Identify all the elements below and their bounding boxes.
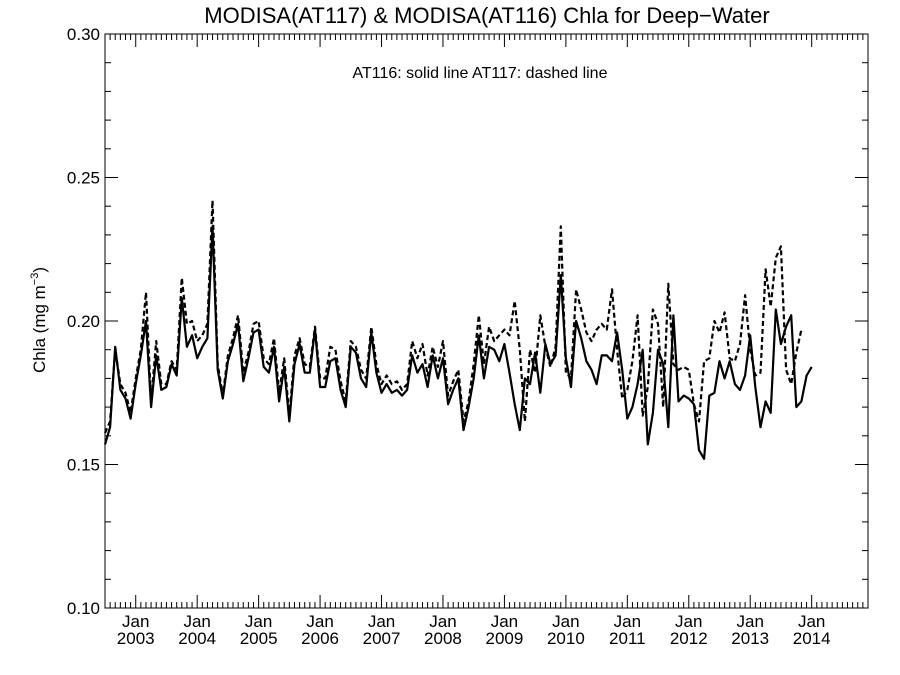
y-tick-label: 0.10 xyxy=(67,599,100,618)
x-tick-label-month: Jan xyxy=(245,612,272,631)
x-tick-label-month: Jan xyxy=(122,612,149,631)
x-tick-label-year: 2007 xyxy=(363,629,401,648)
x-tick-label-year: 2005 xyxy=(240,629,278,648)
x-tick-label-month: Jan xyxy=(614,612,641,631)
x-tick-label-year: 2009 xyxy=(486,629,524,648)
y-tick-label: 0.20 xyxy=(67,312,100,331)
x-tick-label-month: Jan xyxy=(368,612,395,631)
y-axis-label: Chla (mg m−3) xyxy=(29,267,49,373)
x-tick-label-year: 2004 xyxy=(178,629,216,648)
y-axis-label-close: ) xyxy=(30,267,49,273)
x-tick-label-month: Jan xyxy=(429,612,456,631)
y-axis-label-superscript: −3 xyxy=(29,273,41,286)
x-tick-label-year: 2013 xyxy=(731,629,769,648)
plot-frame xyxy=(104,33,869,609)
x-tick-label-year: 2003 xyxy=(117,629,155,648)
line-style-annotation: AT116: solid line AT117: dashed line xyxy=(353,65,608,82)
x-tick-label-month: Jan xyxy=(675,612,702,631)
x-tick-label-year: 2014 xyxy=(793,629,831,648)
x-tick-label-year: 2010 xyxy=(547,629,585,648)
y-axis-label-main: Chla (mg m xyxy=(30,285,49,373)
series-line-at117 xyxy=(103,199,803,434)
x-tick-label-month: Jan xyxy=(552,612,579,631)
series-layer xyxy=(103,199,813,460)
x-tick-label-month: Jan xyxy=(491,612,518,631)
x-tick-label-year: 2008 xyxy=(424,629,462,648)
x-tick-label-year: 2011 xyxy=(609,629,646,648)
x-tick-label-month: Jan xyxy=(737,612,764,631)
x-tick-label-month: Jan xyxy=(798,612,825,631)
x-tick-label-month: Jan xyxy=(306,612,333,631)
y-tick-label: 0.25 xyxy=(67,169,100,188)
x-tick-label-year: 2006 xyxy=(301,629,339,648)
x-tick-label-month: Jan xyxy=(183,612,210,631)
axes: 0.100.150.200.250.30Jan2003Jan2004Jan200… xyxy=(67,25,869,648)
x-tick-label-year: 2012 xyxy=(670,629,708,648)
chart-title: MODISA(AT117) & MODISA(AT116) Chla for D… xyxy=(204,3,769,28)
y-tick-label: 0.30 xyxy=(67,25,100,44)
y-tick-label: 0.15 xyxy=(67,456,100,475)
series-line-at116 xyxy=(103,225,813,460)
